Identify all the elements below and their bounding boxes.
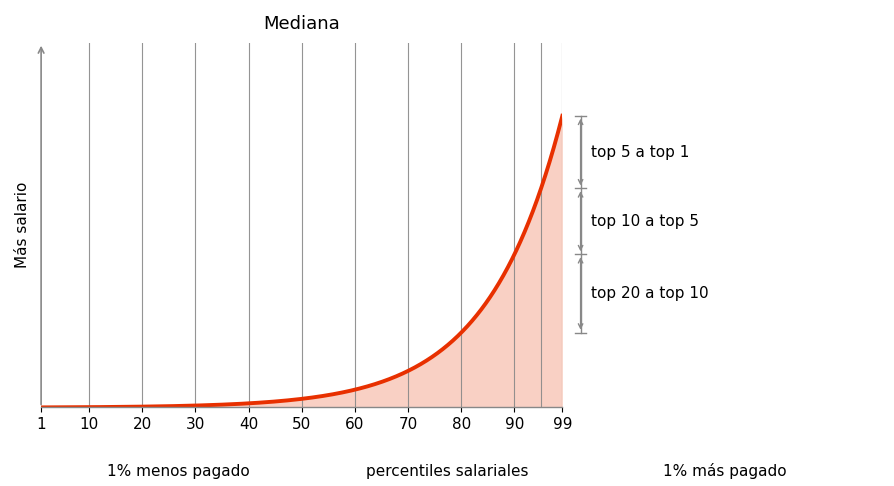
Text: top 10 a top 5: top 10 a top 5 — [591, 214, 699, 229]
Text: top 20 a top 10: top 20 a top 10 — [591, 286, 709, 301]
Y-axis label: Más salario: Más salario — [15, 182, 30, 268]
Text: top 5 a top 1: top 5 a top 1 — [591, 144, 689, 159]
Text: 1% menos pagado: 1% menos pagado — [107, 464, 250, 479]
Text: 1% más pagado: 1% más pagado — [663, 463, 787, 479]
Title: Mediana: Mediana — [264, 15, 340, 33]
Text: percentiles salariales: percentiles salariales — [366, 464, 528, 479]
